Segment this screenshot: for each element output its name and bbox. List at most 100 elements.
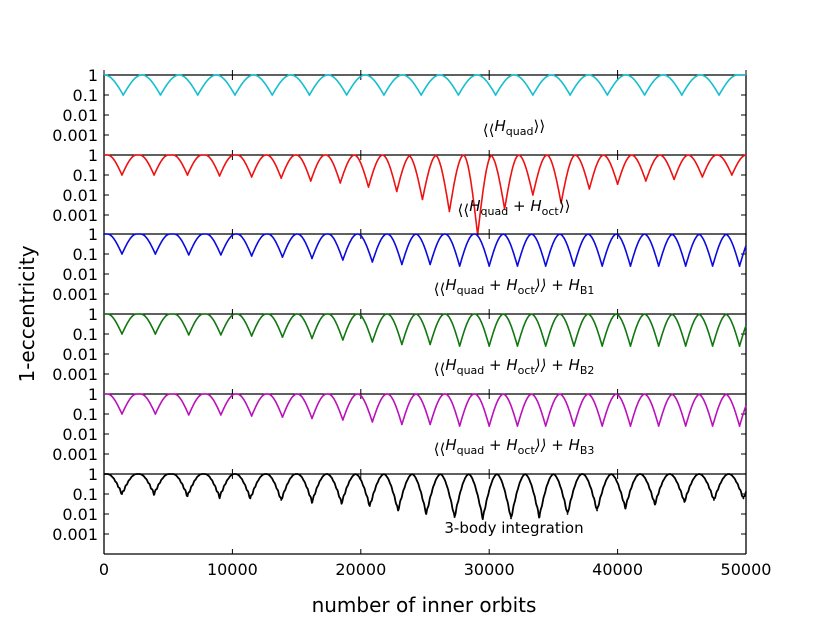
y-tick-label: 1 (88, 146, 98, 165)
cycle-minimum-point (218, 496, 221, 498)
cycle-minimum-point (311, 257, 313, 260)
cycle-minimum-point (544, 345, 547, 347)
cycle-minimum-point (121, 493, 123, 495)
panel-quad-oct-b3: 10.10.010.001 ⟨⟨Hquad + Hoct⟩⟩ + HB3 (52, 385, 747, 474)
cycle-minimum-point (458, 345, 461, 347)
cycle-minimum-point (281, 256, 284, 258)
cycle-minimum-point (367, 186, 370, 188)
cycle-minimum-point (601, 425, 604, 427)
cycle-minimum-point (280, 177, 283, 179)
cycle-minimum-point (488, 425, 491, 427)
cycle-minimum-point (397, 509, 399, 512)
cycle-minimum-point (219, 254, 222, 256)
panel-label: ⟨⟨Hquad + Hoct⟩⟩ + HB3 (434, 436, 595, 458)
label-text: ⟩⟩ (533, 117, 545, 135)
cycle-minimum-point (429, 423, 432, 426)
cycle-minimum-point (566, 513, 569, 515)
y-tick-label: 0.001 (52, 206, 98, 225)
cycle-minimum-point (458, 265, 461, 267)
cycle-minimum-point (281, 416, 284, 418)
cycle-minimum-point (738, 425, 741, 427)
cycle-minimum-point (738, 345, 741, 347)
cycle-minimum-point (684, 425, 687, 427)
cycle-minimum-point (153, 493, 155, 495)
cycle-minimum-point (531, 94, 534, 96)
cycle-minimum-point (371, 421, 374, 423)
cycle-minimum-point (187, 414, 190, 416)
panel-label: ⟨⟨Hquad + Hoct⟩⟩ (458, 197, 571, 219)
y-tick-label: 0.1 (73, 86, 98, 105)
y-tick-label: 1 (88, 385, 98, 404)
cycle-minimum-point (458, 425, 461, 427)
y-tick-label: 0.01 (62, 106, 98, 125)
x-tick-label: 10000 (207, 560, 258, 579)
cycle-minimum-point (308, 94, 311, 96)
cycle-minimum-point (738, 265, 741, 267)
cycle-minimum-point (713, 499, 715, 501)
y-tick-label: 0.1 (73, 325, 98, 344)
panel-quad-oct-b1: 10.10.010.001 ⟨⟨Hquad + Hoct⟩⟩ + HB1 (52, 225, 747, 314)
cycle-minimum-point (516, 265, 519, 267)
cycle-minimum-point (218, 175, 221, 177)
cycle-minimum-point (516, 345, 519, 347)
cycle-minimum-point (684, 345, 687, 347)
cycle-minimum-point (271, 94, 274, 96)
cycle-minimum-point (250, 255, 253, 257)
cycle-minimum-point (219, 334, 222, 336)
cycle-minimum-point (159, 94, 162, 96)
cycle-minimum-point (339, 182, 342, 184)
label-text: + H (484, 356, 517, 374)
label-subscript: B1 (580, 284, 595, 297)
y-tick-label: 0.01 (62, 345, 98, 364)
cycle-minimum-point (186, 174, 189, 176)
cycle-minimum-point (429, 263, 432, 266)
cycle-minimum-point (569, 94, 571, 96)
cycle-minimum-point (448, 210, 451, 213)
label-subscript: oct (518, 444, 536, 457)
cycle-minimum-point (488, 265, 491, 267)
y-tick-label: 1 (88, 465, 98, 484)
cycle-minimum-point (420, 94, 423, 96)
cycle-minimum-point (657, 345, 660, 347)
y-tick-label: 0.001 (52, 525, 98, 544)
cycle-minimum-point (400, 343, 403, 346)
cycle-minimum-point (341, 339, 344, 341)
panel-3-body: 10.10.010.001 3-body integration (52, 465, 747, 554)
label-text: ⟨⟨ (483, 121, 495, 139)
cycle-minimum-point (494, 94, 497, 96)
cycle-minimum-point (121, 413, 123, 415)
x-tick-label: 40000 (592, 560, 643, 579)
y-tick-label: 0.01 (62, 265, 98, 284)
panel-label: ⟨⟨Hquad + Hoct⟩⟩ + HB2 (434, 356, 595, 378)
y-tick-label: 0.1 (73, 245, 98, 264)
cycle-minimum-point (488, 345, 491, 347)
cycle-minimum-point (657, 425, 660, 427)
y-tick-label: 0.001 (52, 126, 98, 145)
cycle-minimum-point (341, 259, 344, 261)
cycle-minimum-point (531, 194, 534, 196)
label-subscript: quad (506, 125, 534, 138)
panel-label: ⟨⟨Hquad⟩⟩ (483, 117, 545, 139)
cycle-minimum-point (425, 513, 428, 515)
label-text: ⟩⟩ + H (534, 356, 580, 374)
label-text: H (495, 117, 506, 135)
cycle-minimum-point (629, 265, 632, 267)
cycle-minimum-point (616, 183, 619, 186)
label-subscript: quad (457, 364, 485, 377)
label-text: ⟨⟨ (434, 360, 446, 378)
cycle-minimum-point (701, 176, 704, 178)
cycle-minimum-point (481, 517, 484, 520)
label-text: + H (484, 276, 517, 294)
cycle-minimum-point (371, 261, 374, 263)
label-text: H (445, 356, 456, 374)
series-line-quad (103, 74, 747, 96)
cycle-minimum-point (311, 417, 313, 420)
y-tick-label: 0.001 (52, 285, 98, 304)
cycle-minimum-point (718, 94, 720, 96)
cycle-minimum-point (503, 208, 506, 210)
label-subscript: oct (542, 205, 560, 218)
cycle-minimum-point (250, 335, 253, 337)
label-text: ⟩⟩ + H (534, 436, 580, 454)
cycle-minimum-point (624, 507, 627, 509)
cycle-minimum-point (400, 423, 403, 426)
